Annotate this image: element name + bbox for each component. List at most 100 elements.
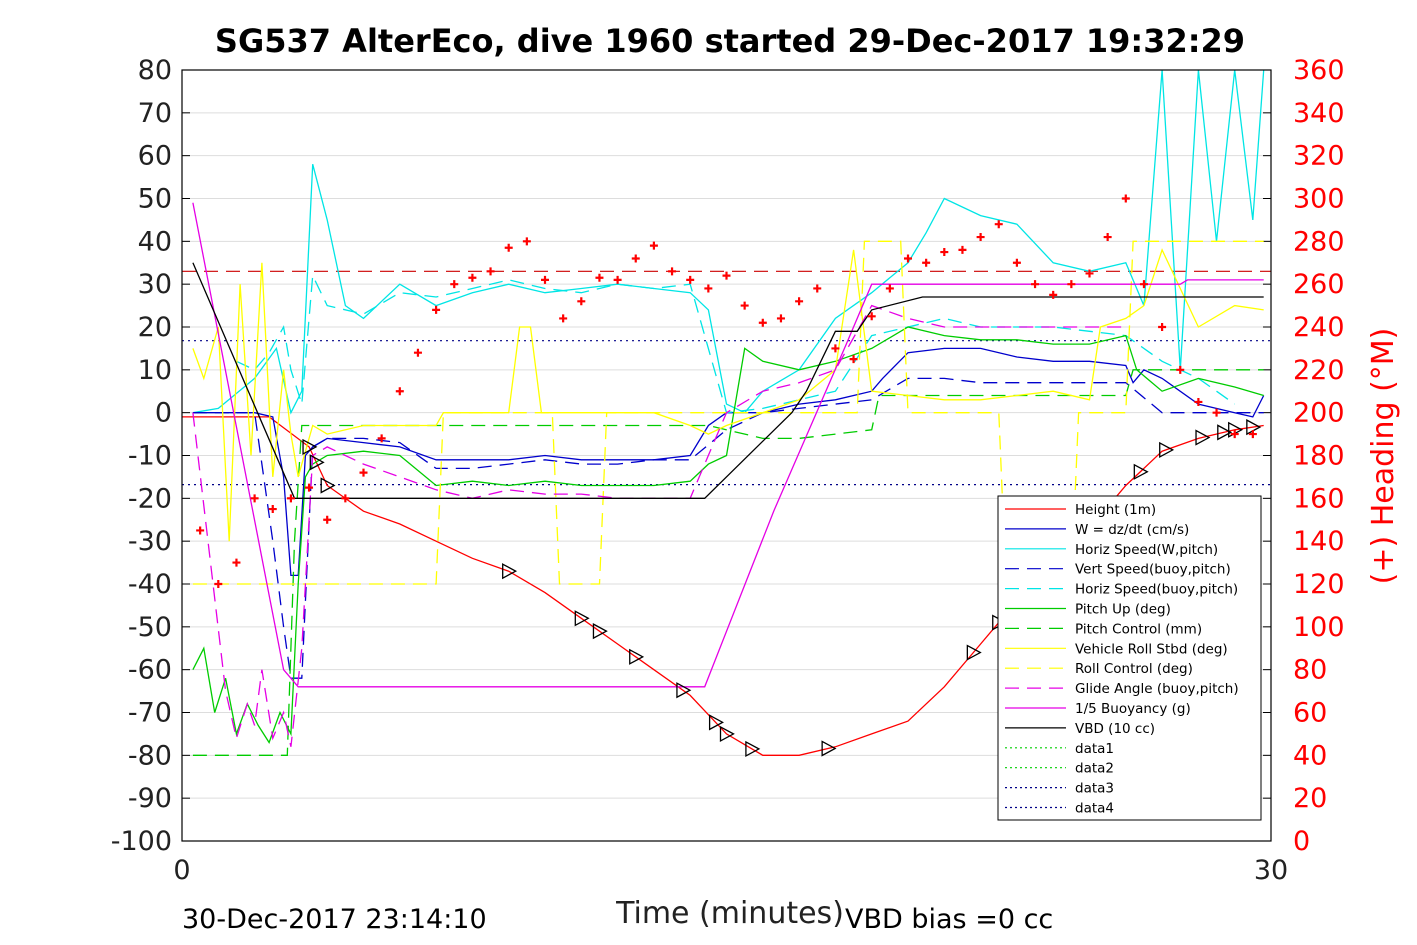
height-marker xyxy=(1159,441,1175,459)
height-marker xyxy=(719,725,735,743)
heading-point xyxy=(450,280,459,289)
legend-label-14: data3 xyxy=(1075,781,1114,797)
height-marker xyxy=(821,740,837,757)
heading-point xyxy=(323,515,332,524)
right-axis-ticks: 3603403203002802602402202001801601401201… xyxy=(1263,55,1345,857)
heading-point xyxy=(432,305,441,314)
heading-point xyxy=(541,275,549,284)
left-tick-label: 10 xyxy=(138,355,172,386)
series-lines xyxy=(182,69,1265,757)
right-tick-label: 160 xyxy=(1293,483,1345,514)
right-tick-label: 340 xyxy=(1293,98,1345,129)
height-marker xyxy=(302,438,318,456)
heading-point xyxy=(686,275,695,284)
heading-point xyxy=(1067,280,1076,289)
height-marker xyxy=(629,648,645,665)
legend-label-7: Vehicle Roll Stbd (deg) xyxy=(1075,641,1228,657)
height-marker xyxy=(745,740,761,757)
legend-label-1: W = dz/dt (cm/s) xyxy=(1075,522,1189,538)
series-line-2 xyxy=(192,69,1265,415)
heading-point xyxy=(595,273,604,282)
legend-label-12: data1 xyxy=(1075,741,1114,757)
height-marker xyxy=(320,477,336,494)
heading-point xyxy=(504,243,513,252)
legend-box xyxy=(997,495,1262,821)
heading-point xyxy=(359,468,368,477)
heading-point xyxy=(413,348,422,357)
heading-point xyxy=(795,297,804,306)
heading-point xyxy=(849,355,858,364)
x-axis-ticks: 0 30 xyxy=(173,855,1288,886)
legend-label-8: Roll Control (deg) xyxy=(1075,661,1193,677)
left-axis-ticks: 80 70 60 50 40 30 20 10 0 -10 -20 -30 -40 -50 -60 -70 -8… xyxy=(111,55,190,857)
heading-point xyxy=(813,284,822,293)
right-tick-label: 80 xyxy=(1293,655,1327,686)
footer-timestamp: 30-Dec-2017 23:14:10 xyxy=(182,904,487,935)
left-tick-label: 40 xyxy=(138,226,172,257)
heading-point xyxy=(1158,323,1167,331)
heading-point xyxy=(1121,194,1130,203)
left-tick-label: -30 xyxy=(128,526,172,557)
series-line-5 xyxy=(192,326,1264,744)
x-axis-label: Time (minutes) xyxy=(615,896,844,931)
left-tick-label: -60 xyxy=(128,655,172,686)
heading-point xyxy=(922,258,931,267)
height-marker xyxy=(1133,463,1149,480)
x-tick-label: 0 xyxy=(173,855,190,886)
series-line-7 xyxy=(192,248,1264,542)
right-tick-label: 300 xyxy=(1293,184,1345,215)
height-marker xyxy=(1217,424,1233,441)
right-tick-label: 280 xyxy=(1293,226,1345,257)
heading-point xyxy=(522,237,531,246)
heading-point xyxy=(1139,280,1148,289)
heading-point xyxy=(776,314,785,323)
footer-vbd-bias: VBD bias =0 cc xyxy=(845,904,1053,935)
heading-point xyxy=(976,233,985,242)
heading-point xyxy=(305,483,314,492)
legend-label-4: Horiz Speed(buoy,pitch) xyxy=(1075,582,1238,598)
right-tick-label: 20 xyxy=(1293,783,1327,814)
left-tick-label: -90 xyxy=(128,783,172,814)
heading-point xyxy=(940,248,949,257)
left-tick-label: 70 xyxy=(138,98,172,129)
heading-point xyxy=(885,284,894,293)
heading-point xyxy=(468,273,477,282)
left-tick-label: 30 xyxy=(138,269,172,300)
left-tick-label: -40 xyxy=(128,569,172,600)
left-tick-label: -80 xyxy=(128,740,172,771)
height-marker xyxy=(1195,429,1211,446)
height-marker xyxy=(592,623,608,640)
chart-title: SG537 AlterEco, dive 1960 started 29-Dec… xyxy=(215,22,1245,60)
legend-label-5: Pitch Up (deg) xyxy=(1075,602,1171,618)
left-tick-label: -10 xyxy=(128,441,172,472)
right-tick-label: 320 xyxy=(1293,141,1345,172)
heading-point xyxy=(250,494,259,503)
heading-point xyxy=(740,301,749,310)
heading-point xyxy=(1031,280,1040,289)
left-tick-label: 50 xyxy=(138,184,172,215)
left-tick-label: 80 xyxy=(138,55,172,86)
left-tick-label: -70 xyxy=(128,698,172,729)
height-marker xyxy=(708,714,724,731)
heading-point xyxy=(1194,397,1203,406)
heading-point xyxy=(559,314,568,323)
heading-point xyxy=(631,254,640,263)
height-marker xyxy=(574,610,590,627)
heading-point xyxy=(286,494,295,503)
left-tick-label: 60 xyxy=(138,141,172,172)
heading-point xyxy=(958,245,967,254)
heading-point xyxy=(486,267,495,276)
heading-point xyxy=(232,558,241,567)
heading-point xyxy=(268,505,277,514)
series-line-6 xyxy=(192,369,1264,756)
heading-point xyxy=(831,344,840,353)
height-marker xyxy=(309,454,325,471)
series-line-1 xyxy=(192,347,1265,577)
legend-label-13: data2 xyxy=(1075,761,1114,777)
plot-frame xyxy=(181,69,1272,842)
heading-point xyxy=(722,271,731,280)
right-tick-label: 60 xyxy=(1293,698,1327,729)
legend-label-10: 1/5 Buoyancy (g) xyxy=(1075,701,1191,717)
heading-point xyxy=(395,387,404,396)
